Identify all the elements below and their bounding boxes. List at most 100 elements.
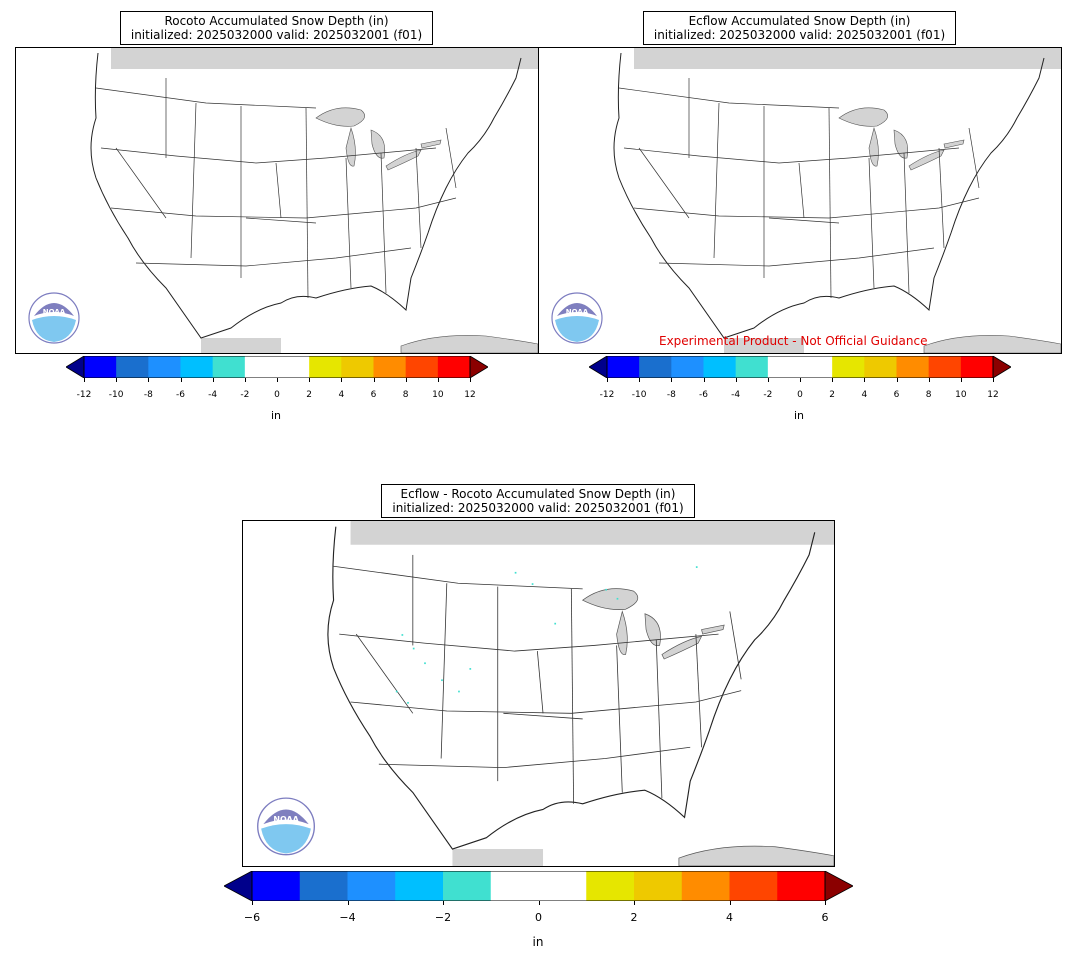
panel1-map: NOAA [15,47,539,354]
state-boundary [695,634,702,748]
panel1-title: Rocoto Accumulated Snow Depth (in) initi… [120,11,433,45]
colorbar-tick-label: 2 [829,390,836,400]
diff-pixel [395,690,398,693]
colorbar-tick-mark [960,378,962,382]
colorbar-tick-mark [538,901,540,905]
colorbar-tick-mark [928,378,930,382]
state-boundary [110,197,457,219]
diff-pixel [514,571,517,574]
diff-pixel [616,597,619,600]
svg-text:NOAA: NOAA [273,815,299,824]
state-boundary [655,639,663,799]
colorbar-bin [735,356,769,378]
lake-ontario [701,624,725,635]
panel2-title-line1: Ecflow Accumulated Snow Depth (in) [688,14,911,28]
panel2-title-line2: initialized: 2025032000 valid: 202503200… [653,28,946,42]
colorbar-tick-label: 0 [535,911,542,924]
colorbar-svg [588,355,1012,379]
state-boundary [616,645,623,793]
state-boundary [903,152,910,294]
colorbar-bin [896,356,930,378]
colorbar-bin [299,871,348,901]
mexico-mask [724,338,804,353]
us-coastline [327,526,816,850]
lake-ontario [943,139,965,149]
colorbar-tick-mark [832,378,834,382]
canada-mask [111,48,538,69]
colorbar-tick-mark [735,378,737,382]
colorbar-tick-label: -12 [599,390,615,400]
colorbar-tick-mark [896,378,898,382]
colorbar-bin [212,356,246,378]
colorbar-bin [405,356,439,378]
colorbar-tick-mark [864,378,866,382]
colorbar-tick-mark [767,378,769,382]
colorbar-bin [538,871,587,901]
colorbar-tick-label: 8 [925,390,932,400]
colorbar-bin [443,871,492,901]
state-boundary [115,147,167,219]
colorbar-bin [84,356,117,378]
caribbean-land [400,335,538,353]
colorbar-bin [864,356,897,378]
mexico-mask [452,849,544,866]
colorbar-bin [729,871,778,901]
colorbar-tick-mark [277,378,278,382]
colorbar-tick-label: -2 [763,390,773,400]
lake-erie [385,149,422,171]
state-boundary [798,162,805,219]
us-coastline [613,52,1045,339]
state-boundary [100,147,437,164]
diff-pixel [531,583,534,585]
panel2-map: NOAA [538,47,1062,354]
colorbar-tick-label: 0 [797,390,803,400]
colorbar-tick-label: -4 [208,390,218,400]
colorbar-tick-label: 12 [987,390,999,400]
colorbar-tick-mark [607,378,608,382]
colorbar-bin [960,356,994,378]
colorbar-bin [180,356,214,378]
panel2-title: Ecflow Accumulated Snow Depth (in) initi… [643,11,956,45]
panel2-colorbar-units: in [793,409,805,422]
colorbar-svg [223,870,854,902]
diff-pixel [695,566,698,568]
colorbar-bin [395,871,444,901]
caribbean-land [923,335,1061,353]
colorbar-under-triangle [65,355,85,379]
map-canvas: NOAA [257,521,834,866]
mexico-mask [201,338,281,353]
colorbar-bin [347,871,396,901]
experimental-note: Experimental Product - Not Official Guid… [659,334,928,348]
state-boundary [658,247,935,267]
colorbar-bin [800,356,833,378]
state-boundary [938,147,945,249]
colorbar-under-triangle [588,355,608,379]
noaa-logo: NOAA [551,292,603,344]
lake-huron [370,129,385,159]
state-boundary [135,247,412,267]
colorbar-tick-label: 8 [402,390,409,400]
diff-pixel [605,588,607,591]
colorbar-tick-mark [825,901,826,905]
state-boundary [536,651,544,714]
colorbar-bin [252,871,301,901]
colorbar-svg [65,355,489,379]
colorbar-tick-label: -4 [731,390,741,400]
colorbar-tick-mark [671,378,673,382]
state-boundary [339,633,719,652]
panel1-colorbar [65,355,489,379]
colorbar-tick-mark [993,378,994,382]
colorbar-bin [607,356,640,378]
map-canvas: NOAA [551,48,1061,353]
diff-pixel [424,662,426,665]
colorbar-tick-mark [470,378,471,382]
colorbar-tick-label: 12 [464,390,476,400]
state-boundary [333,565,583,590]
state-boundary [245,217,317,224]
colorbar-bin [928,356,962,378]
colorbar-bin [777,871,826,901]
panel3-map: NOAA [242,520,835,867]
state-boundary [95,87,317,109]
panel3-title-line1: Ecflow - Rocoto Accumulated Snow Depth (… [400,487,676,501]
colorbar-bin [373,356,407,378]
